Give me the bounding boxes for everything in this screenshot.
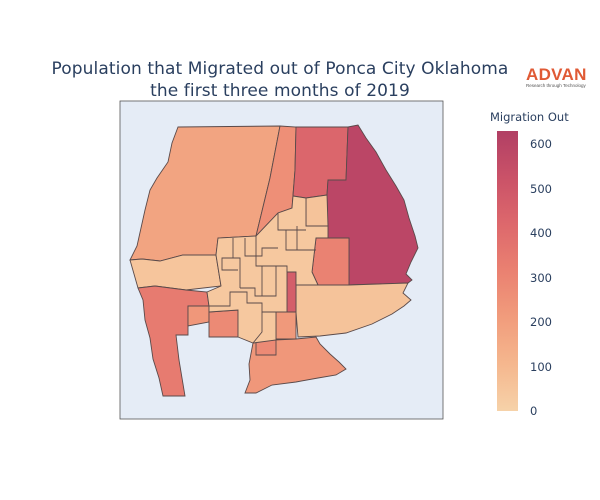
advan-logo: ADVAN Research through Technology: [526, 66, 592, 89]
region-center-narrow[interactable]: [286, 271, 297, 313]
region-small-southwest[interactable]: [187, 305, 210, 327]
region-southeast[interactable]: [295, 282, 412, 338]
region-center-south-small[interactable]: [275, 311, 297, 340]
region-core[interactable]: [206, 195, 329, 344]
colorbar-tick-label: 300: [530, 270, 552, 285]
chart-title: Population that Migrated out of Ponca Ci…: [30, 58, 530, 102]
colorbar-tick-label: 0: [530, 404, 538, 418]
core-tract-lines: [209, 213, 316, 344]
region-center-west-small[interactable]: [208, 309, 239, 338]
logo-wordmark: ADVAN: [526, 65, 587, 84]
region-north-small-east[interactable]: [305, 194, 329, 227]
colorbar-tick-label: 400: [530, 226, 552, 241]
region-west-band[interactable]: [129, 254, 222, 291]
region-southwest[interactable]: [137, 285, 210, 397]
title-line-1: Population that Migrated out of Ponca Ci…: [51, 59, 509, 79]
colorbar-tick-label: 100: [530, 359, 552, 374]
title-line-2: the first three months of 2019: [150, 81, 410, 101]
colorbar-tick-label: 600: [530, 137, 552, 152]
colorbar-gradient: [497, 131, 518, 411]
colorbar-tick-label: 200: [530, 315, 552, 330]
colorbar-title: Migration Out: [490, 110, 569, 124]
logo-tagline: Research through Technology: [526, 83, 586, 88]
region-center-east[interactable]: [311, 237, 350, 286]
colorbar-tick-label: 500: [530, 181, 552, 196]
